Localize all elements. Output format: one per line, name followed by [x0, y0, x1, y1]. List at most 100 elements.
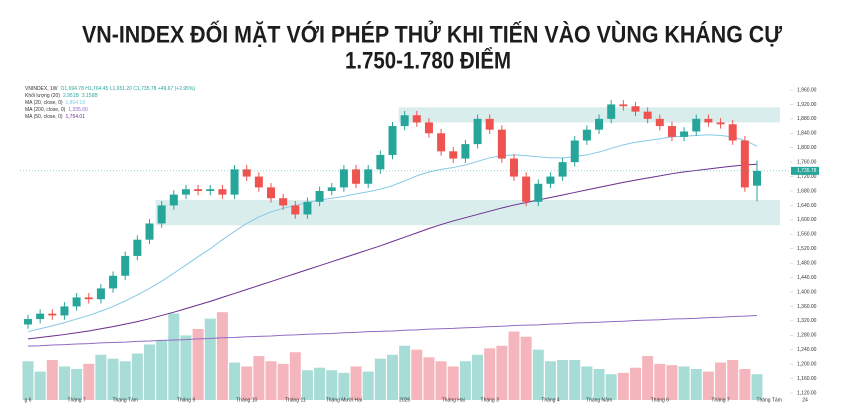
x-tick-label: Tháng Mười Hai — [326, 397, 362, 403]
volume-bar — [301, 370, 313, 400]
volume-bar — [544, 361, 556, 400]
volume-bar — [496, 345, 508, 400]
y-tick-label: 1,680.00 — [797, 188, 817, 194]
candle-body — [133, 239, 142, 256]
candle-body — [680, 131, 689, 137]
y-tick-label: 1,160.00 — [797, 376, 817, 382]
volume-bar — [58, 366, 70, 400]
y-tick-label: 1,600.00 — [797, 217, 817, 223]
candle-body — [449, 151, 458, 159]
x-tick-label: Tháng 11 — [285, 397, 306, 403]
volume-bar — [472, 354, 484, 400]
candle-body — [728, 124, 737, 141]
y-tick-label: 1,480.00 — [797, 260, 817, 266]
volume-bar — [690, 369, 702, 400]
candle-body — [522, 176, 531, 202]
candle-body — [655, 118, 664, 127]
candle-body — [619, 104, 628, 107]
candle-body — [753, 170, 761, 186]
ma-line — [27, 163, 758, 340]
legend-entry: MA (20, close, 0) 1,804.18 — [25, 100, 85, 106]
volume-bar — [156, 340, 168, 400]
legend-text: 2.951B — [63, 93, 80, 99]
candle-body — [194, 189, 203, 191]
volume-bar — [265, 361, 277, 400]
y-tick-label: 1,240.00 — [797, 347, 817, 353]
volume-bar — [605, 374, 617, 400]
resistance-zone — [398, 107, 780, 123]
volume-bar — [180, 335, 192, 400]
candle-body — [667, 126, 676, 137]
candle-body — [716, 122, 725, 125]
x-tick-label: Tháng 7 — [67, 397, 86, 403]
volume-bar — [435, 361, 447, 400]
volume-bar — [654, 363, 666, 400]
legend-text: 1,804.18 — [66, 100, 86, 106]
candle-body — [352, 169, 361, 184]
volume-bar — [387, 354, 398, 400]
volume-bar — [739, 369, 751, 400]
candle-body — [376, 154, 385, 170]
chart-subtitle: 1.750-1.780 ĐIỂM — [345, 46, 511, 74]
candle-body — [497, 129, 506, 159]
x-tick-label: Tháng 7 — [711, 397, 730, 403]
legend-text: 1,754.01 — [66, 114, 86, 120]
candle-body — [510, 158, 518, 177]
volume-bar — [581, 366, 593, 400]
candle-body — [24, 319, 32, 325]
volume-bar — [253, 356, 265, 400]
last-price-box — [791, 166, 819, 175]
x-tick-label: Tháng Năm — [586, 397, 612, 403]
ma-line — [27, 134, 758, 333]
candle-body — [145, 223, 154, 240]
candle-body — [315, 191, 324, 202]
candle-body — [279, 198, 288, 206]
candle-body — [206, 189, 215, 191]
candle-body — [692, 118, 701, 132]
volume-bar — [83, 363, 95, 400]
volume-bar — [557, 359, 569, 400]
candle-body — [48, 313, 57, 316]
candles — [24, 100, 761, 329]
candle-body — [461, 144, 470, 159]
volume-bar — [192, 328, 204, 400]
volume-bar — [241, 366, 253, 400]
volume-bar — [119, 361, 131, 400]
y-tick-label: 1,320.00 — [797, 318, 817, 324]
x-tick-label: Tháng Tám — [112, 397, 137, 403]
volume-bar — [399, 345, 411, 400]
volume-bar — [447, 366, 459, 400]
y-tick-label: 1,720.00 — [797, 174, 817, 180]
volume-bar — [411, 349, 423, 400]
candle-body — [181, 189, 190, 195]
chart-title: VN-INDEX ĐỐI MẶT VỚI PHÉP THỬ KHI TIẾN V… — [82, 19, 782, 48]
x-tick-label: Tháng Tám — [756, 397, 781, 403]
legend-text: 3.156B — [82, 93, 99, 99]
volume-bar — [289, 352, 301, 400]
candle-body — [437, 133, 446, 152]
ma-line — [27, 314, 758, 347]
volume-bar — [423, 357, 435, 400]
candle-body — [485, 118, 494, 130]
candle-body — [96, 288, 105, 300]
volume-bar — [71, 369, 83, 400]
candle-body — [291, 205, 300, 215]
legend-text: MA (50, close, 0) — [25, 114, 63, 120]
volume-bar — [326, 370, 338, 400]
candle-body — [595, 118, 604, 130]
y-tick-label: 1,120.00 — [797, 390, 817, 396]
candle-body — [582, 129, 591, 141]
volume-bar — [678, 366, 690, 400]
candle-body — [740, 140, 749, 188]
x-tick-label: Tháng 10 — [236, 397, 257, 403]
volume-bar — [630, 367, 641, 400]
volume-bar — [350, 366, 362, 400]
candle-body — [327, 187, 336, 191]
legend-text: MA (200, close, 0) — [25, 107, 66, 113]
volume-bar — [22, 361, 34, 400]
volume-bar — [131, 353, 143, 400]
candle-body — [631, 106, 640, 112]
legend-text: 1,335.00 — [68, 107, 88, 113]
volume-bar — [666, 365, 678, 400]
